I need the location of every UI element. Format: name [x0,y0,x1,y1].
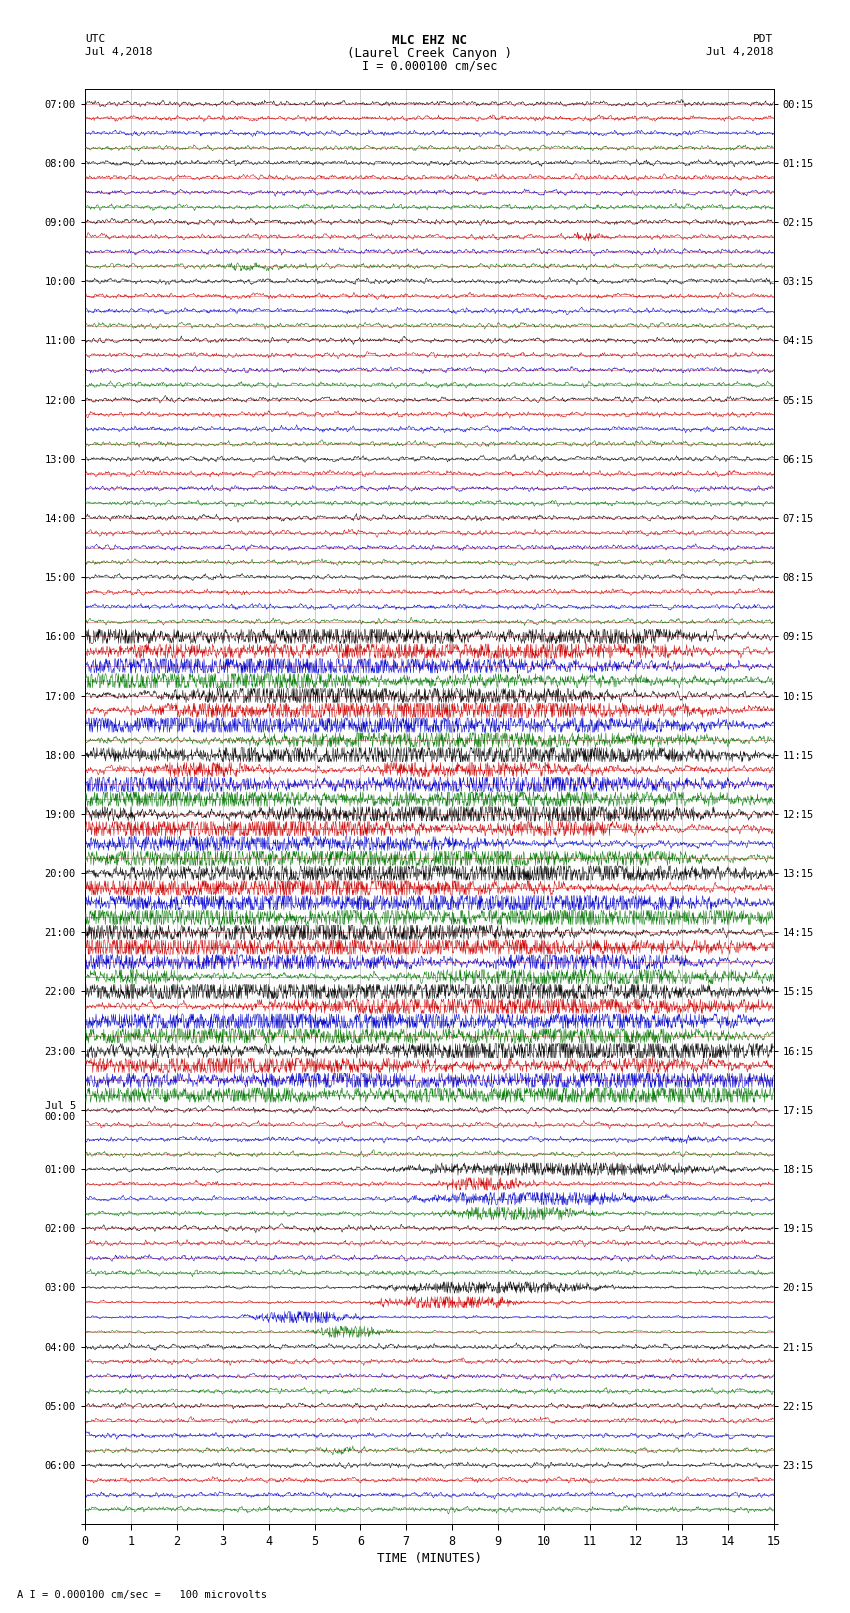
Text: MLC EHZ NC: MLC EHZ NC [392,34,467,47]
Text: (Laurel Creek Canyon ): (Laurel Creek Canyon ) [347,47,512,60]
Text: PDT: PDT [753,34,774,44]
Text: Jul 4,2018: Jul 4,2018 [706,47,774,56]
Text: UTC: UTC [85,34,105,44]
Text: Jul 4,2018: Jul 4,2018 [85,47,152,56]
Text: A I = 0.000100 cm/sec =   100 microvolts: A I = 0.000100 cm/sec = 100 microvolts [17,1590,267,1600]
X-axis label: TIME (MINUTES): TIME (MINUTES) [377,1552,482,1565]
Text: I = 0.000100 cm/sec: I = 0.000100 cm/sec [361,60,497,73]
